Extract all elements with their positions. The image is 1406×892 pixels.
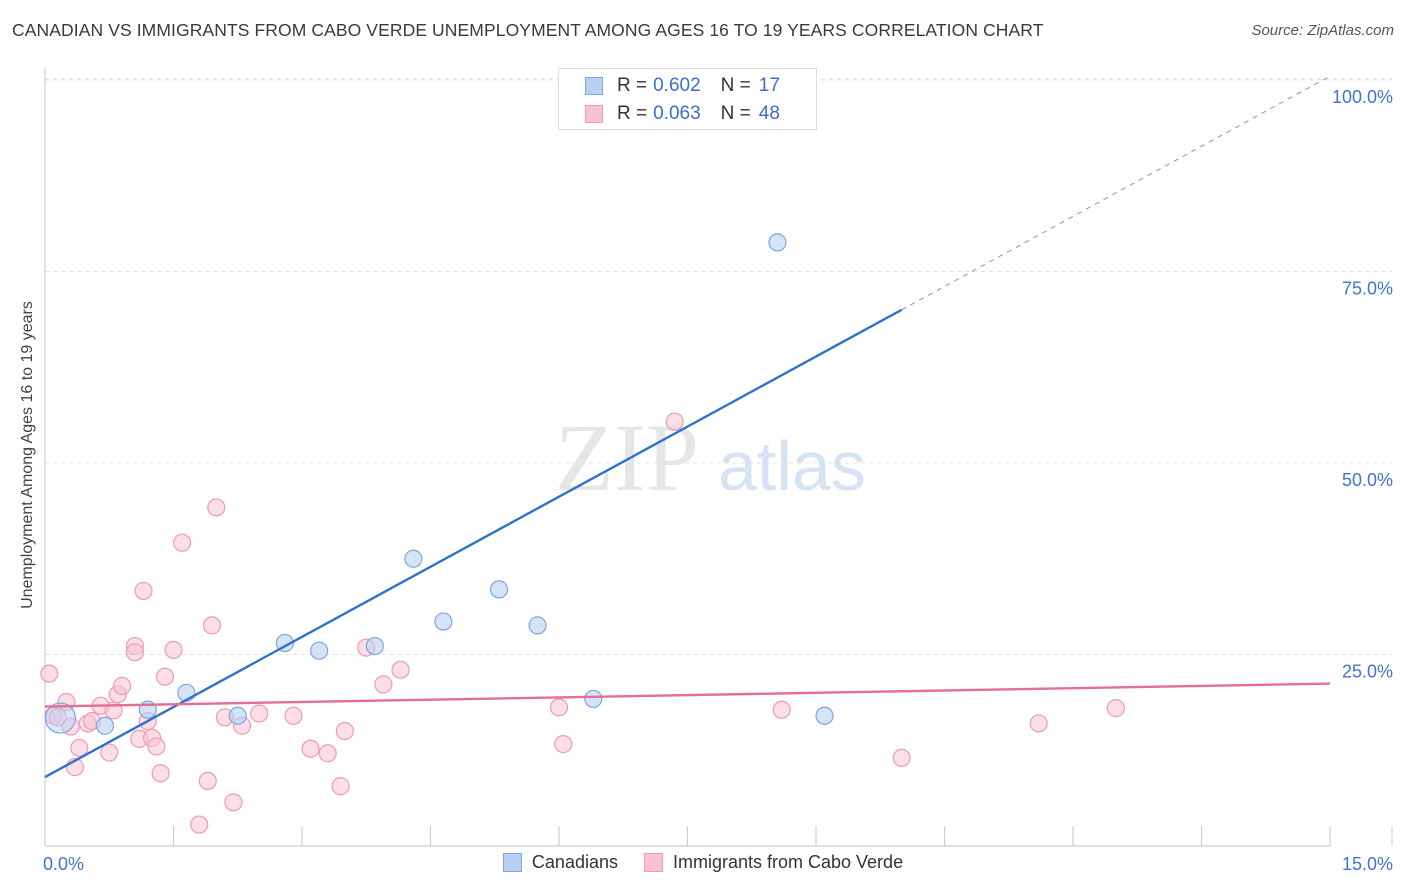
data-point-cabo-verde [151, 764, 170, 783]
y-tick-label: 25.0% [1342, 662, 1393, 682]
data-point-cabo-verde [112, 676, 132, 696]
data-point-canadians [228, 706, 247, 725]
legend-row-canadians: R = 0.602 N = 17 [585, 73, 780, 99]
data-point-cabo-verde [892, 748, 911, 768]
data-point-cabo-verde [772, 700, 791, 719]
legend-row-cabo-verde: R = 0.063 N = 48 [585, 101, 780, 127]
trend-lines [44, 75, 1331, 779]
y-tick-label: 100.0% [1332, 87, 1393, 107]
data-point-canadians [95, 716, 115, 735]
legend-n-value: 48 [758, 103, 780, 124]
x-tick-label: 15.0% [1342, 854, 1393, 874]
legend-swatch-pink [585, 105, 603, 123]
data-point-canadians [365, 636, 384, 656]
data-point-cabo-verde [318, 744, 337, 763]
data-point-cabo-verde [134, 581, 153, 601]
data-point-cabo-verde [190, 815, 209, 834]
legend-r-value: 0.063 [653, 103, 701, 124]
data-point-cabo-verde [335, 721, 354, 741]
data-point-cabo-verde [207, 498, 226, 517]
legend-r-value: 0.602 [653, 75, 701, 96]
x-tick-label: 0.0% [43, 854, 84, 874]
data-point-canadians [815, 706, 834, 725]
data-point-cabo-verde [374, 675, 393, 694]
legend-n-label: N = [720, 103, 751, 124]
data-point-cabo-verde [40, 664, 59, 683]
data-point-cabo-verde [301, 739, 320, 758]
trend-line-canadians [44, 308, 903, 779]
data-point-cabo-verde [198, 771, 217, 790]
data-point-canadians [44, 702, 77, 734]
legend-label-cabo-verde: Immigrants from Cabo Verde [672, 852, 904, 872]
data-point-cabo-verde [1106, 699, 1125, 718]
legend-r-label: R = [617, 75, 648, 96]
data-point-cabo-verde [1029, 714, 1048, 733]
trend-line-canadians-extension [901, 75, 1331, 311]
legend-item-canadians: Canadians [502, 852, 618, 873]
data-point-cabo-verde [250, 704, 269, 723]
legend-n-value: 17 [758, 75, 780, 96]
data-point-canadians [768, 233, 787, 252]
legend-swatch-blue [502, 853, 522, 872]
gridlines [45, 78, 1392, 655]
legend-r-label: R = [617, 103, 648, 124]
data-point-cabo-verde [155, 667, 175, 686]
source-credit: Source: ZipAtlas.com [1251, 22, 1394, 39]
data-point-cabo-verde [172, 533, 192, 552]
data-point-canadians [434, 612, 453, 631]
y-axis-label: Unemployment Among Ages 16 to 19 years [19, 301, 36, 609]
legend-n-label: N = [720, 75, 751, 96]
data-point-cabo-verde [284, 706, 303, 725]
legend-item-cabo-verde: Immigrants from Cabo Verde [643, 852, 904, 873]
y-tick-label: 75.0% [1342, 279, 1393, 299]
correlation-legend: R = 0.602 N = 17 R = 0.063 N = 48 [558, 68, 817, 130]
data-point-canadians [489, 580, 509, 599]
data-point-cabo-verde [147, 737, 166, 756]
trend-line-cabo-verde [44, 682, 1331, 708]
chart-title: CANADIAN VS IMMIGRANTS FROM CABO VERDE U… [12, 20, 1044, 40]
series-legend: Canadians Immigrants from Cabo Verde [0, 852, 1406, 873]
data-point-cabo-verde [202, 616, 222, 635]
tick-labels: 25.0% 50.0% 75.0% 100.0% 0.0% 15.0% [43, 87, 1393, 874]
data-point-canadians [404, 549, 423, 568]
data-point-cabo-verde [554, 735, 573, 754]
y-tick-label: 50.0% [1342, 470, 1393, 490]
data-point-cabo-verde [164, 640, 183, 660]
data-point-cabo-verde [100, 743, 119, 762]
legend-label-canadians: Canadians [531, 852, 618, 872]
legend-swatch-pink [643, 853, 663, 872]
watermark-atlas: atlas [718, 427, 866, 505]
data-point-canadians [310, 641, 329, 660]
data-point-canadians [584, 689, 603, 709]
data-point-cabo-verde [224, 793, 243, 812]
data-point-canadians [528, 616, 547, 635]
legend-swatch-blue [585, 77, 603, 95]
data-point-cabo-verde [331, 777, 350, 796]
watermark: ZIP atlas [555, 404, 866, 511]
data-point-cabo-verde [549, 698, 569, 717]
series-canadians [44, 70, 834, 735]
data-point-cabo-verde [125, 643, 145, 662]
data-point-cabo-verde [665, 412, 684, 431]
data-point-cabo-verde [70, 738, 89, 758]
data-point-cabo-verde [391, 660, 410, 679]
